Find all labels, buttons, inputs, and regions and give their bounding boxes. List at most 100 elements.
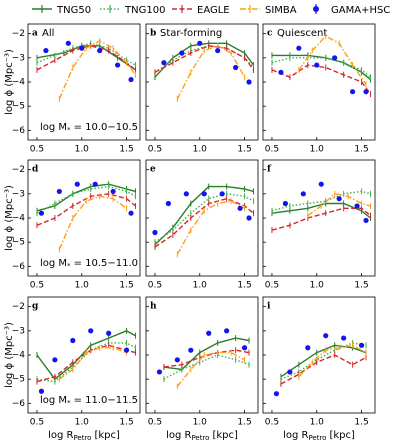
data-point: [88, 328, 94, 334]
data-point: [233, 64, 239, 71]
data-point: [123, 347, 130, 353]
mass-label-sub: *: [67, 399, 71, 407]
mass-label: log M* = 10.0−10.5: [40, 122, 138, 134]
data-point: [56, 188, 62, 195]
x-axis-label-unit: [kpc]: [212, 430, 238, 441]
y-tick-label: −2: [12, 302, 25, 312]
data-point: [282, 200, 288, 207]
panel-letter: g: [32, 302, 39, 312]
data-point: [237, 205, 243, 211]
legend-label: SIMBA: [265, 5, 297, 16]
panel: 0.5 1.0 1.5 c Quiescent: [262, 23, 376, 155]
data-point: [97, 47, 103, 54]
mass-label: log M* = 11.0−11.5: [40, 395, 138, 407]
y-tick-label: −5: [12, 102, 25, 112]
y-tick-label: −2: [12, 29, 25, 39]
x-tick-label: 0.5: [265, 281, 279, 291]
panel-frame: [145, 23, 259, 141]
x-tick-label: 1.0: [310, 418, 325, 428]
x-tick-label: 1.5: [354, 418, 368, 428]
y-tick-label: −3: [12, 189, 25, 199]
data-point: [358, 342, 365, 348]
legend-label: EAGLE: [197, 5, 230, 16]
y-tick-label: −5: [12, 238, 25, 248]
mass-label-main: log M: [40, 258, 67, 269]
data-point: [300, 191, 306, 197]
data-point: [323, 333, 329, 339]
data-point: [174, 357, 180, 363]
series-line: [58, 195, 128, 250]
y-tick-label: −4: [12, 78, 26, 88]
y-tick-label: −5: [12, 375, 25, 385]
panel-letter: e: [150, 165, 156, 175]
x-tick-label: 0.5: [148, 145, 162, 155]
mass-label-sub: *: [67, 126, 71, 134]
x-tick-label: 1.5: [119, 418, 133, 428]
x-tick-label: 1.5: [354, 145, 368, 155]
panel-letter: h: [150, 302, 157, 312]
data-point: [38, 210, 45, 216]
series-line: [176, 45, 246, 100]
x-axis-label-main: log R: [48, 430, 73, 441]
data-point: [152, 229, 158, 236]
x-tick-label: 1.5: [237, 145, 251, 155]
panel-title: Quiescent: [277, 28, 327, 39]
x-tick-label: 1.5: [354, 281, 368, 291]
x-axis-label: log RPetro [kpc]: [48, 430, 120, 442]
panel-title: Star-forming: [160, 28, 222, 39]
panel-frame: [262, 159, 376, 277]
x-axis-label-sub: Petro: [191, 434, 209, 442]
panel: 0.5 1.0 1.5 e: [145, 159, 259, 291]
series-line: [163, 354, 250, 380]
y-tick-label: −4: [12, 351, 26, 361]
x-tick-label: 0.5: [265, 145, 279, 155]
data-point: [241, 345, 248, 351]
data-point: [179, 50, 185, 56]
data-point: [52, 357, 58, 363]
y-tick-label: −2: [12, 165, 25, 175]
data-point: [197, 40, 203, 46]
series-line: [298, 344, 367, 378]
y-tick-label: −6: [12, 399, 26, 409]
panel-frame: [145, 159, 259, 277]
data-point: [70, 337, 76, 344]
data-point: [224, 328, 230, 334]
data-point: [354, 203, 360, 209]
x-tick-label: 1.5: [119, 145, 133, 155]
mass-label-range: = 11.0−11.5: [74, 395, 138, 406]
panel-letter: c: [267, 29, 273, 39]
data-point: [332, 55, 338, 61]
panel: −2 −3 −4 −5 −6 0.5 1.0 1.5 a All log M* = 10.0−10.5…: [4, 23, 141, 155]
y-tick-label: −6: [12, 126, 26, 136]
data-point: [165, 200, 171, 207]
data-point: [363, 89, 369, 95]
data-point: [74, 181, 80, 187]
panel-letter: b: [150, 29, 156, 39]
x-axis-label-sub: Petro: [73, 434, 91, 442]
x-axis-label-sub: Petro: [308, 434, 326, 442]
x-tick-label: 1.5: [237, 281, 251, 291]
series-line: [307, 193, 371, 217]
y-axis-label: log ϕ (Mpc⁻³): [4, 185, 15, 251]
data-point: [188, 347, 194, 353]
data-point: [106, 330, 112, 336]
x-tick-label: 1.0: [310, 281, 325, 291]
data-point: [92, 181, 98, 187]
y-tick-label: −4: [12, 214, 26, 224]
data-point: [43, 47, 49, 54]
y-axis-label: log ϕ (Mpc⁻³): [4, 49, 15, 115]
data-point: [128, 76, 134, 83]
panel-frame: [145, 296, 259, 414]
mass-label-range: = 10.0−10.5: [74, 122, 138, 133]
panel-frame: [262, 296, 376, 414]
mass-label-range: = 10.5−11.0: [74, 258, 138, 269]
x-tick-label: 1.0: [75, 145, 90, 155]
panel: 0.5 1.0 1.5 h log RPetro [kpc]: [145, 296, 259, 442]
x-tick-label: 1.5: [119, 281, 133, 291]
x-tick-label: 0.5: [30, 281, 44, 291]
data-point: [246, 215, 252, 221]
x-tick-label: 0.5: [148, 418, 162, 428]
x-tick-label: 0.5: [265, 418, 279, 428]
